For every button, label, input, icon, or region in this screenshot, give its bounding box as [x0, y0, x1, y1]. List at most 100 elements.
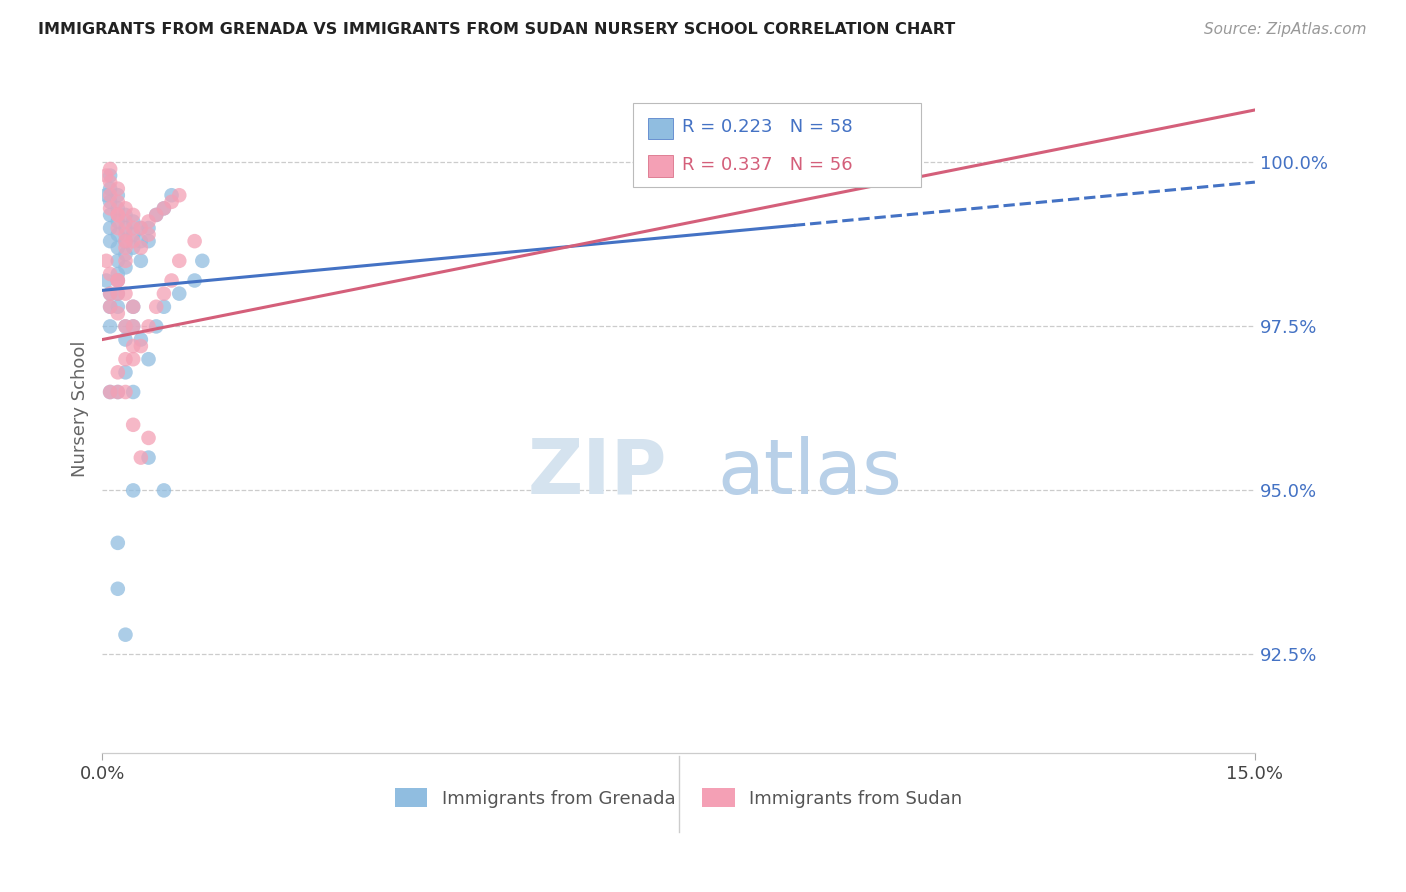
Point: [107, 273, 129, 287]
Point: [160, 194, 183, 209]
Point: [98, 194, 121, 209]
Point: [153, 300, 176, 314]
Point: [114, 227, 136, 242]
Point: [107, 267, 129, 281]
Point: [98, 384, 121, 399]
Point: [138, 221, 160, 235]
Point: [122, 208, 145, 222]
Point: [96, 253, 118, 268]
Point: [114, 241, 136, 255]
Point: [122, 352, 145, 367]
Point: [107, 194, 129, 209]
Point: [122, 417, 145, 432]
Point: [153, 202, 176, 216]
Point: [183, 273, 205, 287]
Point: [167, 286, 190, 301]
Point: [153, 483, 176, 498]
Point: [160, 188, 183, 202]
Point: [129, 221, 152, 235]
Point: [129, 339, 152, 353]
Point: [107, 221, 129, 235]
Point: [114, 384, 136, 399]
Point: [183, 234, 205, 248]
Point: [114, 234, 136, 248]
Point: [145, 208, 167, 222]
Point: [107, 300, 129, 314]
Point: [107, 286, 129, 301]
Point: [114, 260, 136, 275]
Point: [138, 352, 160, 367]
Point: [160, 273, 183, 287]
Point: [114, 333, 136, 347]
Point: [114, 319, 136, 334]
Point: [122, 483, 145, 498]
Point: [107, 286, 129, 301]
Point: [107, 273, 129, 287]
Point: [122, 384, 145, 399]
Point: [114, 202, 136, 216]
Point: [96, 188, 118, 202]
Point: [98, 267, 121, 281]
Point: [114, 628, 136, 642]
Point: [122, 221, 145, 235]
Point: [114, 221, 136, 235]
Point: [138, 319, 160, 334]
Point: [107, 306, 129, 320]
Point: [153, 202, 176, 216]
Point: [107, 208, 129, 222]
Point: [98, 188, 121, 202]
Point: [122, 227, 145, 242]
Point: [145, 319, 167, 334]
Point: [107, 208, 129, 222]
Point: [167, 188, 190, 202]
Point: [129, 450, 152, 465]
Point: [114, 319, 136, 334]
Text: R = 0.223   N = 58: R = 0.223 N = 58: [682, 119, 852, 136]
Point: [107, 182, 129, 196]
Text: atlas: atlas: [717, 436, 901, 509]
Point: [145, 300, 167, 314]
Point: [138, 234, 160, 248]
Point: [122, 214, 145, 228]
Point: [114, 234, 136, 248]
Point: [107, 253, 129, 268]
Point: [98, 319, 121, 334]
Point: [114, 365, 136, 379]
Point: [122, 300, 145, 314]
Point: [138, 431, 160, 445]
Point: [98, 300, 121, 314]
Point: [129, 253, 152, 268]
Point: [138, 450, 160, 465]
Point: [122, 234, 145, 248]
Point: [98, 286, 121, 301]
Point: [98, 182, 121, 196]
Point: [138, 227, 160, 242]
Y-axis label: Nursery School: Nursery School: [72, 340, 89, 476]
Point: [129, 234, 152, 248]
Point: [122, 319, 145, 334]
Text: R = 0.337   N = 56: R = 0.337 N = 56: [682, 156, 852, 174]
Point: [98, 175, 121, 189]
Point: [129, 241, 152, 255]
Point: [122, 319, 145, 334]
Point: [114, 253, 136, 268]
Point: [98, 221, 121, 235]
Point: [153, 286, 176, 301]
Point: [107, 384, 129, 399]
Point: [107, 582, 129, 596]
Point: [107, 241, 129, 255]
Point: [122, 300, 145, 314]
Point: [98, 384, 121, 399]
Point: [96, 273, 118, 287]
Point: [98, 234, 121, 248]
Point: [145, 208, 167, 222]
Point: [114, 208, 136, 222]
Text: ZIP: ZIP: [527, 436, 666, 509]
Point: [96, 169, 118, 183]
Point: [107, 536, 129, 550]
Point: [107, 214, 129, 228]
Point: [107, 384, 129, 399]
Point: [167, 253, 190, 268]
Point: [114, 352, 136, 367]
Text: Source: ZipAtlas.com: Source: ZipAtlas.com: [1204, 22, 1367, 37]
